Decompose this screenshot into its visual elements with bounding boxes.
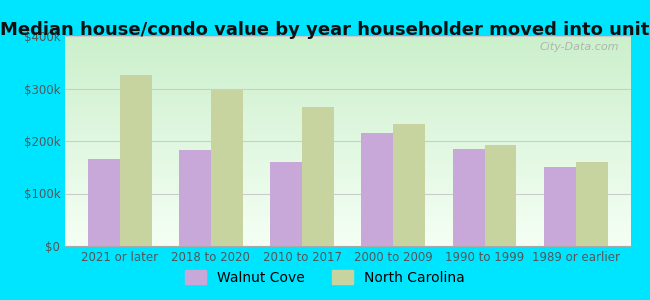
Bar: [576, 162, 608, 246]
Bar: [211, 90, 243, 246]
Bar: [179, 150, 211, 246]
Bar: [544, 167, 576, 246]
Bar: [393, 124, 425, 246]
Bar: [302, 107, 334, 246]
Bar: [120, 75, 151, 246]
Bar: [361, 133, 393, 246]
Bar: [452, 149, 484, 246]
Text: Median house/condo value by year householder moved into unit: Median house/condo value by year househo…: [0, 21, 650, 39]
Legend: Walnut Cove, North Carolina: Walnut Cove, North Carolina: [179, 264, 471, 290]
Bar: [270, 162, 302, 246]
Bar: [88, 159, 120, 246]
Text: City-Data.com: City-Data.com: [540, 42, 619, 52]
Bar: [484, 145, 517, 246]
